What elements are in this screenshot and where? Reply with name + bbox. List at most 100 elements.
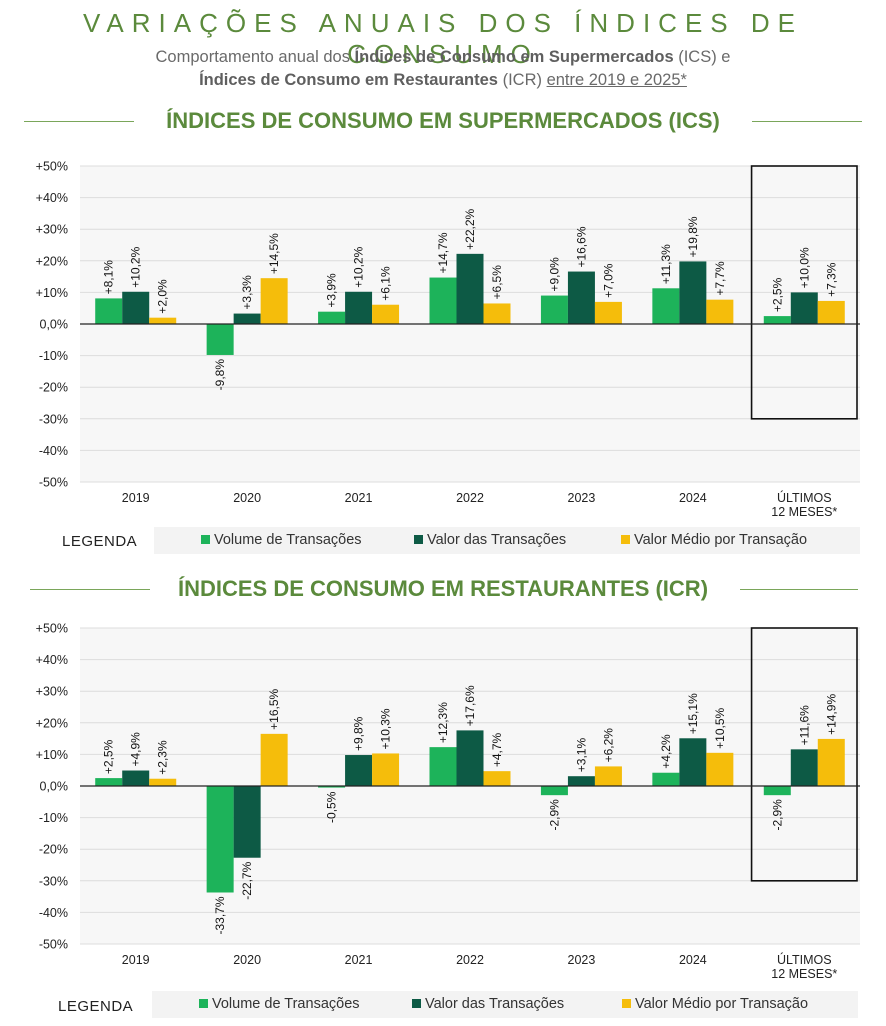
data-label: +3,3% (240, 275, 254, 310)
bar (372, 304, 400, 324)
page-title: VARIAÇÕES ANUAIS DOS ÍNDICES DE CONSUMO (83, 8, 803, 69)
data-label: -0,5% (325, 791, 339, 823)
bar (652, 288, 680, 324)
data-label: +2,3% (156, 740, 170, 775)
legend-swatch-volume (201, 535, 210, 544)
bar (122, 770, 150, 786)
bar (149, 778, 177, 786)
x-tick-label: 2022 (456, 491, 484, 505)
bar (206, 324, 234, 355)
legend-icr: Volume de Transações Valor das Transaçõe… (152, 991, 858, 1018)
legend-swatch-valor (412, 999, 421, 1008)
legend-swatch-medio (622, 999, 631, 1008)
y-tick-label: +50% (36, 622, 68, 636)
y-tick-label: +50% (36, 160, 68, 174)
x-tick-label: 2021 (345, 953, 373, 967)
bar (817, 300, 845, 324)
x-tick-label: 2024 (679, 491, 707, 505)
data-label: +11,6% (797, 705, 811, 745)
bar (679, 738, 707, 786)
data-label: +2,0% (156, 279, 170, 314)
data-label: +14,7% (436, 232, 450, 273)
data-label: +2,5% (770, 277, 784, 312)
y-tick-label: +30% (36, 685, 68, 699)
bar (95, 298, 123, 324)
bar (233, 313, 261, 324)
y-tick-label: -20% (39, 381, 68, 395)
data-label: +6,5% (490, 265, 504, 300)
y-tick-label: -10% (39, 811, 68, 825)
y-tick-label: +40% (36, 191, 68, 205)
section-divider-right (752, 121, 862, 122)
bar (456, 253, 484, 324)
x-tick-label: 2023 (568, 491, 596, 505)
data-label: +19,8% (686, 216, 700, 257)
subtitle-text-3: (ICR) (497, 71, 547, 89)
subtitle-text-1: Comportamento anual dos (155, 48, 355, 66)
x-tick-label: 2019 (122, 491, 150, 505)
legend-swatch-medio (621, 535, 630, 544)
data-label: +12,3% (436, 702, 450, 743)
data-label: +14,9% (824, 694, 838, 735)
data-label: +4,9% (129, 732, 143, 767)
legend-item-valor: Valor das Transações (414, 532, 566, 548)
section-title-ics: ÍNDICES DE CONSUMO EM SUPERMERCADOS (ICS… (166, 108, 720, 133)
bar (260, 278, 288, 324)
legend-ics: Volume de Transações Valor das Transaçõe… (154, 527, 860, 554)
bar (594, 301, 622, 324)
bar (318, 786, 346, 788)
bar (567, 776, 595, 786)
bar (790, 292, 818, 324)
x-tick-label: 2020 (233, 491, 261, 505)
bar (345, 291, 373, 324)
y-tick-label: +10% (36, 748, 68, 762)
bar (206, 786, 234, 893)
bar (429, 277, 457, 324)
x-tick-label: 12 MESES* (771, 967, 837, 981)
y-tick-label: -50% (39, 476, 68, 490)
bar (763, 316, 791, 324)
data-label: +4,2% (659, 734, 673, 769)
y-tick-label: +40% (36, 653, 68, 667)
bar (318, 311, 346, 324)
y-tick-label: -30% (39, 874, 68, 888)
data-label: +8,1% (102, 260, 116, 295)
bar (567, 271, 595, 324)
bar (122, 291, 150, 324)
bar (483, 303, 511, 324)
x-tick-label: 2021 (345, 491, 373, 505)
bar (345, 755, 373, 786)
ics-bar-chart: +50% +40% +30% +20% +10% 0,0% -10% -20% -30% -40%… (36, 160, 860, 519)
y-tick-label: -10% (39, 349, 68, 363)
data-label: +14,5% (267, 233, 281, 274)
data-label: -9,8% (213, 359, 227, 391)
data-label: +3,1% (574, 738, 588, 773)
data-label: +10,2% (129, 246, 143, 287)
y-tick-label: +20% (36, 254, 68, 268)
y-tick-label: -40% (39, 906, 68, 920)
bar (763, 786, 791, 796)
y-tick-label: -50% (39, 938, 68, 952)
x-tick-label: 2023 (568, 953, 596, 967)
highlight-box (750, 165, 858, 420)
data-label: -33,7% (213, 896, 227, 934)
bar (429, 747, 457, 786)
data-label: +4,7% (490, 732, 504, 767)
y-tick-label: +30% (36, 223, 68, 237)
x-tick-label: 2020 (233, 953, 261, 967)
data-label: -2,9% (547, 799, 561, 831)
bar (817, 738, 845, 786)
legend-swatch-volume (199, 999, 208, 1008)
data-label: +2,5% (102, 739, 116, 774)
x-tick-label: 2024 (679, 953, 707, 967)
bar (260, 733, 288, 786)
legend-label: LEGENDA (62, 533, 138, 550)
x-tick-label: ÚLTIMOS (777, 952, 832, 967)
legend-item-volume: Volume de Transações (199, 996, 360, 1012)
data-label: +3,9% (325, 273, 339, 308)
subtitle-bold-icr: Índices de Consumo em Restaurantes (199, 71, 498, 89)
data-label: +16,6% (574, 226, 588, 267)
bar (540, 295, 568, 324)
section-divider-left (24, 121, 134, 122)
data-label: +17,6% (463, 685, 477, 726)
